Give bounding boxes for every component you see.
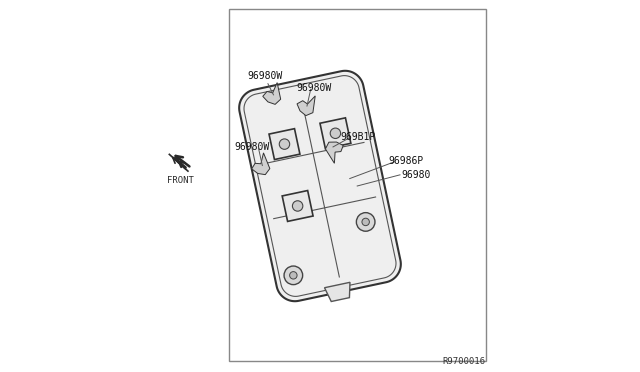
Circle shape: [362, 218, 369, 226]
Bar: [229, 9, 486, 361]
Circle shape: [284, 266, 303, 285]
Text: FRONT: FRONT: [167, 176, 194, 185]
Polygon shape: [324, 282, 350, 302]
Polygon shape: [320, 118, 351, 149]
Text: 969B1P: 969B1P: [340, 132, 376, 141]
Polygon shape: [269, 129, 300, 160]
Circle shape: [330, 128, 340, 138]
Text: 96980W: 96980W: [296, 83, 332, 93]
Text: 96980W: 96980W: [248, 71, 283, 81]
Circle shape: [290, 272, 297, 279]
Polygon shape: [263, 83, 281, 105]
Text: R9700016: R9700016: [442, 357, 486, 366]
Polygon shape: [239, 71, 401, 301]
Polygon shape: [297, 96, 316, 116]
Text: 96986P: 96986P: [389, 156, 424, 166]
Polygon shape: [325, 142, 343, 163]
Polygon shape: [282, 190, 313, 221]
Text: 96980: 96980: [402, 170, 431, 180]
Polygon shape: [252, 153, 270, 174]
Circle shape: [356, 213, 375, 231]
Text: 96980W: 96980W: [234, 142, 269, 152]
Circle shape: [279, 139, 290, 149]
Circle shape: [292, 201, 303, 211]
